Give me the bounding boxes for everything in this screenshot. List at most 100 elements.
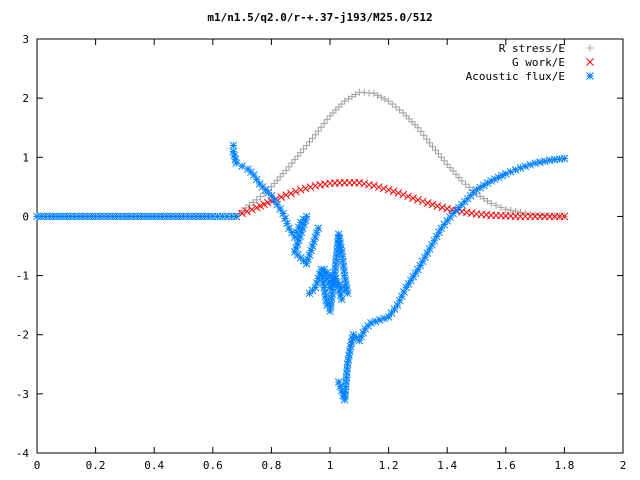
y-tick-label: -2 [16,329,29,342]
data-point [388,100,396,108]
data-point [321,180,329,188]
data-point [428,200,437,209]
data-point [314,224,323,233]
data-point [526,160,535,169]
data-point [355,178,364,187]
data-point [360,179,369,188]
data-point [423,199,432,207]
data-point [446,164,454,172]
y-tick-label: 2 [22,92,29,105]
data-point [276,173,284,181]
data-point [238,209,246,218]
data-point [337,295,346,304]
data-point [243,207,251,216]
data-point [437,153,445,161]
data-point [256,193,264,201]
data-point [437,224,446,233]
data-point [375,316,384,324]
data-point [479,181,488,190]
data-point [418,197,427,206]
data-point [399,190,408,199]
data-point [232,212,241,221]
data-point [536,158,544,167]
x-tick-label: 1 [327,459,334,472]
data-point [404,192,412,201]
data-point [379,184,388,193]
data-point [497,203,505,211]
data-point [521,209,529,217]
data-point [285,224,293,233]
data-point [332,106,340,114]
x-tick-label: 0.8 [261,459,281,472]
data-point [449,167,457,175]
data-point [380,314,389,323]
data-point [291,156,299,164]
data-point [285,163,293,171]
data-point [282,191,290,199]
x-tick-label: 2 [620,459,627,472]
data-point [426,139,434,147]
data-point [385,97,393,105]
data-point [326,283,334,292]
data-point [296,185,305,194]
x-tick-label: 1.4 [437,459,457,472]
data-point [348,93,356,101]
data-point [414,196,422,204]
y-tick-label: 0 [22,210,29,223]
data-point [541,157,549,166]
data-point [365,180,373,189]
x-tick-label: 0.4 [144,459,164,472]
data-point [399,109,407,117]
legend-label: R stress/E [499,42,565,55]
data-point [440,220,449,229]
data-point [381,95,389,103]
data-point [294,152,302,160]
data-point [531,159,539,168]
data-point [390,305,399,313]
data-point [331,264,340,272]
data-point [229,141,238,150]
data-point [431,146,439,154]
data-point [276,205,285,213]
data-point [311,131,319,139]
plot-frame [36,38,624,454]
data-point [404,279,413,288]
data-point [411,121,419,129]
data-point [316,181,325,189]
data-point [387,309,396,317]
data-point [443,217,452,225]
x-tick-label: 1.8 [554,459,574,472]
data-point [297,149,305,157]
data-point [305,138,313,146]
data-point [409,194,417,202]
data-point [306,183,315,191]
data-point [487,199,495,207]
data-point [560,154,569,163]
data-point [429,143,437,151]
data-point [507,206,515,214]
y-tick-label: -4 [16,447,30,460]
x-tick-label: 1.6 [496,459,516,472]
x-tick-label: 0.6 [203,459,223,472]
series-2 [33,141,569,404]
data-point [560,212,569,221]
y-tick-label: 3 [22,33,29,46]
data-point [249,171,258,179]
data-point [405,115,413,123]
data-point [307,246,315,255]
data-point [326,112,334,120]
chart-title: m1/n1.5/q2.0/r-+.37-j193/M25.0/512 [207,11,432,24]
data-point [467,209,476,218]
data-point [252,175,261,184]
data-point [374,183,383,191]
data-point [335,103,343,111]
data-point [512,207,520,215]
data-point [516,208,524,216]
data-point [303,141,311,149]
data-point [273,200,282,209]
data-point [423,135,431,143]
data-point [249,199,257,207]
legend-marker [586,72,594,80]
